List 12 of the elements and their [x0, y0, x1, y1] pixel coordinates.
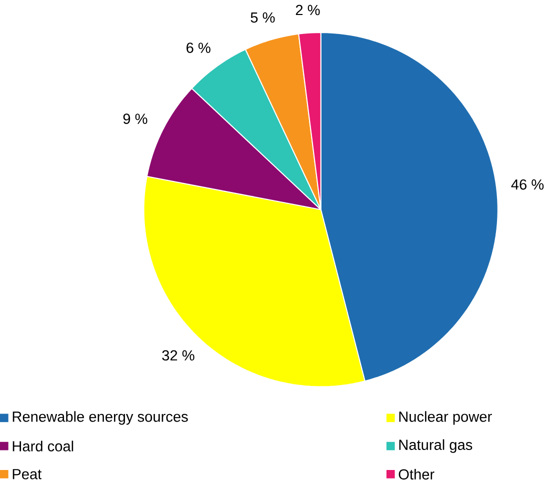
data-label: 5 % — [250, 12, 275, 23]
data-label: 32 % — [162, 350, 194, 361]
data-label: 2 % — [296, 5, 320, 16]
legend-label: Other — [398, 469, 434, 480]
legend-label: Hard coal — [12, 440, 74, 452]
legend-label: Peat — [12, 469, 42, 480]
legend-label: Natural gas — [399, 440, 472, 454]
data-label: 9 % — [123, 114, 148, 124]
legend-label: Nuclear power — [399, 411, 492, 425]
legend-label: Renewable energy sources — [12, 411, 188, 425]
data-label: 46 % — [511, 180, 544, 190]
data-label: 6 % — [186, 42, 210, 54]
